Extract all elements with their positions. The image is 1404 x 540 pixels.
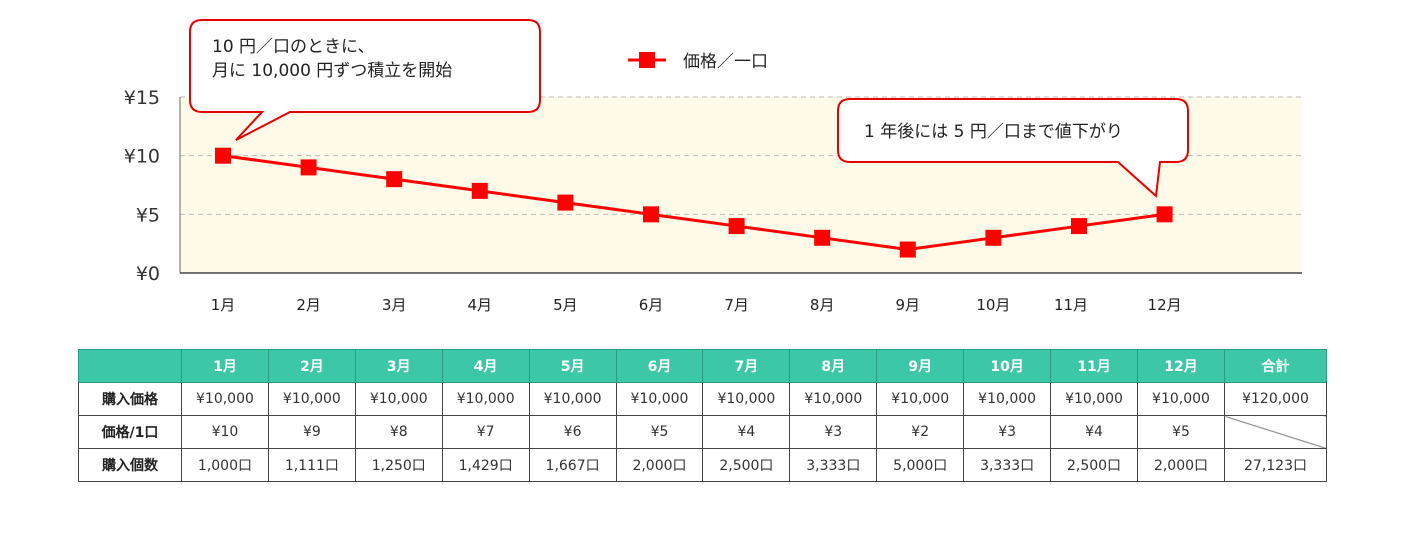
callout-end-bubble xyxy=(837,98,1189,199)
row-label: 購入個数 xyxy=(78,448,182,482)
table-cell: ¥10,000 xyxy=(702,382,791,416)
table-cell: ¥10,000 xyxy=(876,382,965,416)
table-cell: ¥4 xyxy=(1050,415,1138,449)
x-tick-label: 4月 xyxy=(468,296,493,314)
series-line xyxy=(222,154,1165,252)
x-tick-label: 5月 xyxy=(553,296,578,314)
legend-label: 価格／一口 xyxy=(683,52,768,72)
table-cell: 1,250口 xyxy=(354,448,443,482)
table-cell: ¥10,000 xyxy=(267,382,356,416)
table-cell: ¥3 xyxy=(963,415,1052,449)
table-row: 購入価格 ¥10,000 ¥10,000 ¥10,000 ¥10,000 ¥10,000 ¥… xyxy=(78,382,1327,416)
table-cell: 2,500口 xyxy=(702,448,791,482)
table-cell: ¥9 xyxy=(267,415,356,449)
row-label: 購入価格 xyxy=(78,382,182,416)
table-row: 購入個数 1,000口 1,111口 1,250口 1,429口 1,667口 2,000口… xyxy=(78,448,1327,482)
data-point xyxy=(557,194,574,211)
callout-start-text: 10 円／口のときに、 月に 10,000 円ずつ積立を開始 xyxy=(212,37,453,81)
callout-end-text: 1 年後には 5 円／口まで値下がり xyxy=(864,122,1123,142)
data-point xyxy=(1156,206,1173,223)
table-header-cell: 12月 xyxy=(1136,349,1226,383)
table-cell: ¥6 xyxy=(528,415,617,449)
x-tick-label: 11月 xyxy=(1054,296,1088,314)
x-tick-label: 9月 xyxy=(896,296,921,314)
table-cell: ¥10,000 xyxy=(1136,382,1226,416)
data-point xyxy=(899,241,916,258)
y-tick-label: ¥15 xyxy=(124,87,160,109)
callout-start-bubble xyxy=(189,19,541,141)
purchase-table: 1月 2月 3月 4月 5月 6月 7月 8月 9月 10月 11月 12月 合計 購入価格 ¥10,00… xyxy=(78,349,1327,482)
table-cell: 2,000口 xyxy=(615,448,704,482)
table-cell: ¥10,000 xyxy=(441,382,530,416)
table-cell xyxy=(1224,415,1327,449)
x-tick-label: 2月 xyxy=(296,296,321,314)
table-cell: ¥120,000 xyxy=(1224,382,1327,416)
table-cell: 27,123口 xyxy=(1224,448,1327,482)
table-cell: 2,000口 xyxy=(1136,448,1226,482)
data-point xyxy=(471,182,488,199)
legend-marker xyxy=(639,52,655,68)
data-point xyxy=(1071,218,1087,235)
table-header-cell: 7月 xyxy=(702,349,791,383)
table-cell: 1,667口 xyxy=(528,448,617,482)
table-cell: 3,333口 xyxy=(789,448,878,482)
y-tick-label: ¥10 xyxy=(124,146,160,168)
table-cell: ¥10,000 xyxy=(963,382,1052,416)
table-cell: ¥10,000 xyxy=(1050,382,1138,416)
table-cell: ¥2 xyxy=(876,415,965,449)
data-point xyxy=(386,171,403,188)
table-header-cell: 9月 xyxy=(876,349,965,383)
table-cell: 2,500口 xyxy=(1050,448,1138,482)
table-cell: ¥8 xyxy=(354,415,443,449)
row-label: 価格/1口 xyxy=(78,415,182,449)
table-header-cell: 11月 xyxy=(1050,349,1138,383)
data-point xyxy=(643,206,659,223)
table-cell: ¥10,000 xyxy=(528,382,617,416)
line-chart: ¥0 ¥5 ¥10 ¥15 1月 2月 3月 4月 5月 6月 7月 8月 9月 10月 11月 12月 価格／… xyxy=(124,19,1302,314)
table-cell: ¥5 xyxy=(1136,415,1226,449)
table-cell: ¥10,000 xyxy=(615,382,704,416)
table-header-cell: 6月 xyxy=(615,349,704,383)
table-cell: ¥10,000 xyxy=(789,382,878,416)
table-cell: 3,333口 xyxy=(963,448,1052,482)
table-cell: ¥10 xyxy=(181,415,269,449)
x-tick-label: 12月 xyxy=(1148,296,1182,314)
data-point xyxy=(814,229,831,246)
table-header-row: 1月 2月 3月 4月 5月 6月 7月 8月 9月 10月 11月 12月 合計 xyxy=(78,349,1327,383)
table-header-cell: 1月 xyxy=(181,349,269,383)
x-tick-label: 10月 xyxy=(976,296,1010,314)
table-header-cell: 4月 xyxy=(441,349,530,383)
x-tick-label: 7月 xyxy=(724,296,749,314)
table-cell: ¥4 xyxy=(702,415,791,449)
x-tick-label: 8月 xyxy=(810,296,835,314)
table-cell: ¥3 xyxy=(789,415,878,449)
data-point xyxy=(985,229,1002,246)
table-cell: ¥7 xyxy=(441,415,530,449)
table-cell: ¥10,000 xyxy=(181,382,269,416)
table-header-cell: 8月 xyxy=(789,349,878,383)
table-header-cell: 合計 xyxy=(1224,349,1327,383)
table-corner-cell xyxy=(78,349,182,383)
table-header-cell: 3月 xyxy=(354,349,443,383)
table-cell: ¥10,000 xyxy=(354,382,443,416)
table-cell: 1,000口 xyxy=(181,448,269,482)
table-header-cell: 5月 xyxy=(528,349,617,383)
x-tick-label: 3月 xyxy=(382,296,407,314)
data-point xyxy=(300,159,317,176)
data-point xyxy=(728,218,745,235)
y-tick-label: ¥5 xyxy=(136,204,160,226)
table-cell: 5,000口 xyxy=(876,448,965,482)
x-tick-label: 1月 xyxy=(211,296,236,314)
table-header-cell: 10月 xyxy=(963,349,1052,383)
table-cell: 1,111口 xyxy=(267,448,356,482)
table-cell: 1,429口 xyxy=(441,448,530,482)
x-tick-label: 6月 xyxy=(639,296,664,314)
table-row: 価格/1口 ¥10 ¥9 ¥8 ¥7 ¥6 ¥5 ¥4 ¥3 ¥2 ¥3 ¥4 ¥5 xyxy=(78,415,1327,449)
y-tick-label: ¥0 xyxy=(136,263,160,285)
table-cell: ¥5 xyxy=(615,415,704,449)
table-header-cell: 2月 xyxy=(267,349,356,383)
data-point xyxy=(215,147,231,164)
